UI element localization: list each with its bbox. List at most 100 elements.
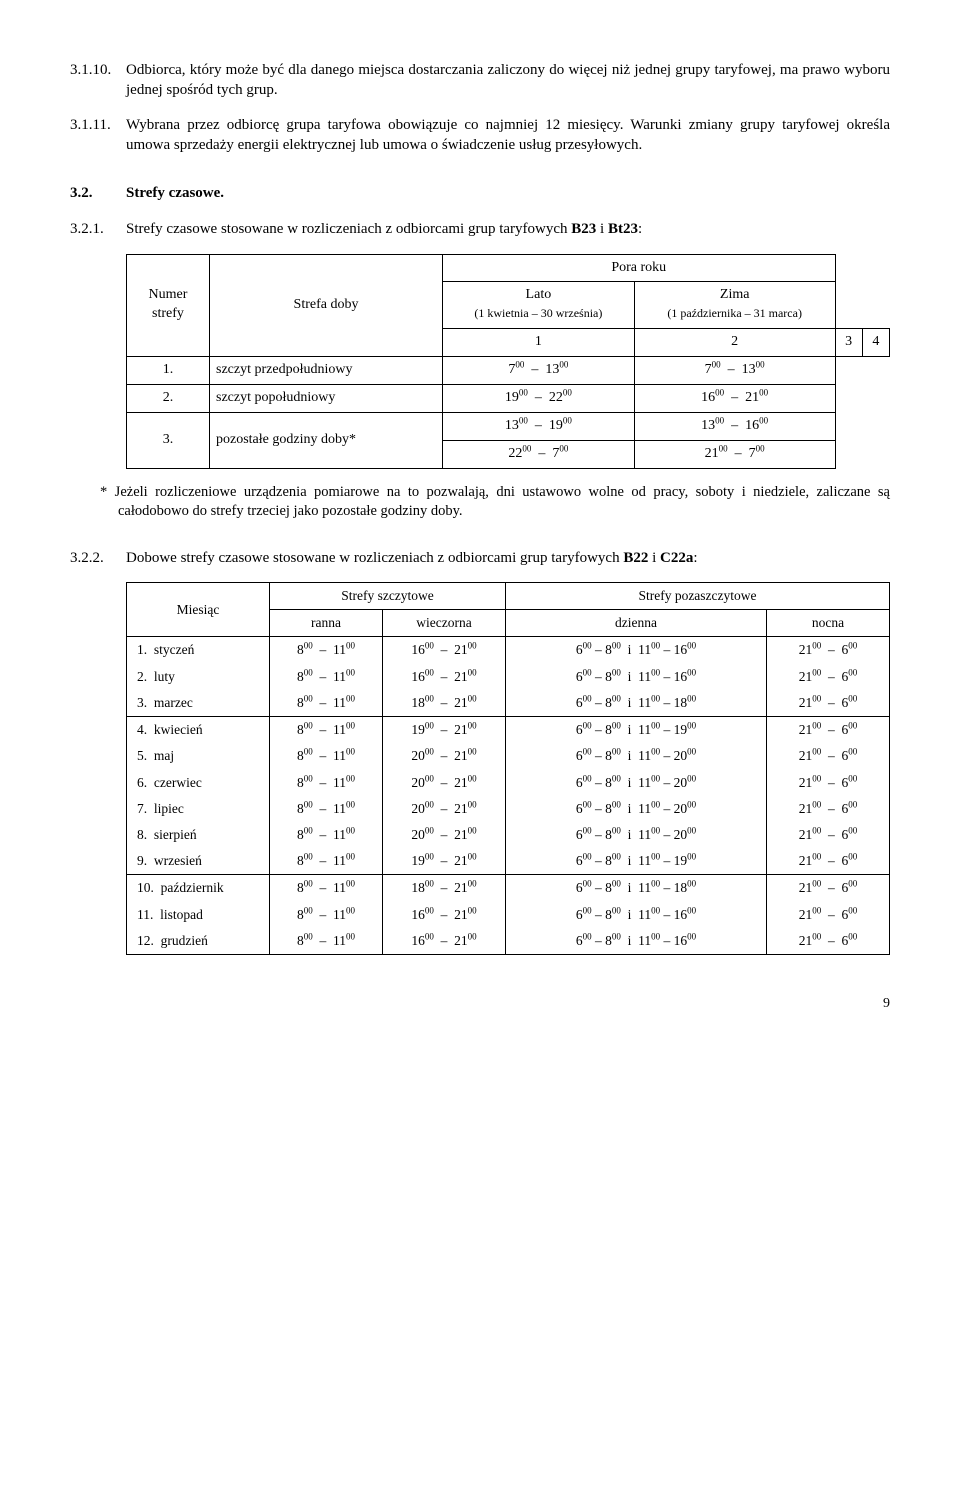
- col-num: 3: [835, 329, 862, 357]
- table-strefy-b23: Numer strefy Strefa doby Pora roku Lato …: [126, 254, 890, 469]
- cell: 800 – 1100: [270, 875, 383, 902]
- table-row: 12. grudzień800 – 11001600 – 2100600 – 8…: [127, 928, 890, 955]
- cell: 800 – 1100: [270, 664, 383, 690]
- cell: 800 – 1100: [270, 848, 383, 875]
- table-row: 3.pozostałe godziny doby*1300 – 19001300…: [127, 412, 890, 440]
- text: (1 października – 31 marca): [667, 306, 802, 320]
- table-row: 5. maj800 – 11002000 – 2100600 – 800 i 1…: [127, 743, 890, 769]
- cell: 800 – 1100: [270, 690, 383, 717]
- cell: 2100 – 600: [767, 902, 890, 928]
- para-body: Dobowe strefy czasowe stosowane w rozlic…: [126, 548, 890, 568]
- table-row: 8. sierpień800 – 11002000 – 2100600 – 80…: [127, 822, 890, 848]
- cell: 600 – 800 i 1100 – 1900: [506, 848, 767, 875]
- cell: 2100 – 600: [767, 875, 890, 902]
- table-row: 1.szczyt przedpołudniowy700 – 1300700 – …: [127, 357, 890, 385]
- heading-3-2: 3.2. Strefy czasowe.: [70, 183, 890, 203]
- text: Strefy czasowe stosowane w rozliczeniach…: [126, 221, 571, 237]
- cell: 1300 – 1600: [634, 412, 835, 440]
- bold: Bt23: [608, 221, 638, 237]
- col-header: Miesiąc: [127, 583, 270, 637]
- para-num: 3.1.11.: [70, 115, 126, 156]
- cell: 600 – 800 i 1100 – 1600: [506, 902, 767, 928]
- paragraph-3-2-1: 3.2.1. Strefy czasowe stosowane w rozlic…: [70, 219, 890, 239]
- cell: 700 – 1300: [634, 357, 835, 385]
- bold: C22a: [660, 550, 693, 566]
- cell: 600 – 800 i 1100 – 2000: [506, 770, 767, 796]
- cell: 2100 – 600: [767, 743, 890, 769]
- cell: 1900 – 2100: [383, 848, 506, 875]
- col-header: Zima (1 października – 31 marca): [634, 282, 835, 329]
- cell: 6. czerwiec: [127, 770, 270, 796]
- bold: B23: [571, 221, 596, 237]
- cell: 1600 – 2100: [383, 902, 506, 928]
- text: i: [596, 221, 608, 237]
- cell: 1600 – 2100: [383, 664, 506, 690]
- table-row: 10. październik800 – 11001800 – 2100600 …: [127, 875, 890, 902]
- cell: 600 – 800 i 1100 – 1800: [506, 690, 767, 717]
- table-row: 2. luty800 – 11001600 – 2100600 – 800 i …: [127, 664, 890, 690]
- table-row: Numer strefy Strefa doby Pora roku: [127, 254, 890, 282]
- cell: 4. kwiecień: [127, 717, 270, 744]
- cell: 600 – 800 i 1100 – 1600: [506, 928, 767, 955]
- table-row: 1. styczeń800 – 11001600 – 2100600 – 800…: [127, 637, 890, 664]
- cell: 2200 – 700: [443, 440, 635, 468]
- heading-num: 3.2.: [70, 183, 126, 203]
- cell: 7. lipiec: [127, 796, 270, 822]
- cell: 600 – 800 i 1100 – 1600: [506, 637, 767, 664]
- cell: 2100 – 600: [767, 637, 890, 664]
- cell: 2000 – 2100: [383, 822, 506, 848]
- text: Zima: [720, 287, 750, 302]
- page-number: 9: [70, 995, 890, 1014]
- cell: 9. wrzesień: [127, 848, 270, 875]
- cell: 2.: [127, 384, 210, 412]
- cell: 2100 – 600: [767, 796, 890, 822]
- footnote: * Jeżeli rozliczeniowe urządzenia pomiar…: [100, 483, 890, 522]
- cell: 600 – 800 i 1100 – 1900: [506, 717, 767, 744]
- cell: 1600 – 2100: [634, 384, 835, 412]
- cell: 600 – 800 i 1100 – 1800: [506, 875, 767, 902]
- cell: 2100 – 600: [767, 690, 890, 717]
- text: :: [693, 550, 697, 566]
- cell: 1800 – 2100: [383, 690, 506, 717]
- cell: szczyt przedpołudniowy: [210, 357, 443, 385]
- para-body: Odbiorca, który może być dla danego miej…: [126, 60, 890, 101]
- cell: 2100 – 600: [767, 770, 890, 796]
- col-num: 4: [862, 329, 889, 357]
- cell: 5. maj: [127, 743, 270, 769]
- text: (1 kwietnia – 30 września): [474, 306, 602, 320]
- text: :: [638, 221, 642, 237]
- para-num: 3.1.10.: [70, 60, 126, 101]
- table-row: 3. marzec800 – 11001800 – 2100600 – 800 …: [127, 690, 890, 717]
- para-body: Strefy czasowe stosowane w rozliczeniach…: [126, 219, 890, 239]
- cell: 2000 – 2100: [383, 770, 506, 796]
- cell: 800 – 1100: [270, 796, 383, 822]
- cell: 600 – 800 i 1100 – 2000: [506, 743, 767, 769]
- col-header: dzienna: [506, 610, 767, 637]
- paragraph-3-1-10: 3.1.10. Odbiorca, który może być dla dan…: [70, 60, 890, 101]
- table-row: 2.szczyt popołudniowy1900 – 22001600 – 2…: [127, 384, 890, 412]
- cell: 2100 – 600: [767, 848, 890, 875]
- cell: 600 – 800 i 1100 – 2000: [506, 822, 767, 848]
- cell: 3. marzec: [127, 690, 270, 717]
- cell: 2100 – 600: [767, 822, 890, 848]
- cell: 600 – 800 i 1100 – 1600: [506, 664, 767, 690]
- paragraph-3-2-2: 3.2.2. Dobowe strefy czasowe stosowane w…: [70, 548, 890, 568]
- cell: pozostałe godziny doby*: [210, 412, 443, 468]
- cell: 800 – 1100: [270, 928, 383, 955]
- cell: 2100 – 700: [634, 440, 835, 468]
- col-header: nocna: [767, 610, 890, 637]
- cell: 2100 – 600: [767, 664, 890, 690]
- cell: szczyt popołudniowy: [210, 384, 443, 412]
- heading-text: Strefy czasowe.: [126, 183, 224, 203]
- cell: 8. sierpień: [127, 822, 270, 848]
- cell: 1.: [127, 357, 210, 385]
- cell: 2100 – 600: [767, 717, 890, 744]
- cell: 1900 – 2100: [383, 717, 506, 744]
- cell: 1. styczeń: [127, 637, 270, 664]
- cell: 2100 – 600: [767, 928, 890, 955]
- bold: B22: [623, 550, 648, 566]
- cell: 800 – 1100: [270, 822, 383, 848]
- cell: 2000 – 2100: [383, 796, 506, 822]
- cell: 800 – 1100: [270, 770, 383, 796]
- para-num: 3.2.1.: [70, 219, 126, 239]
